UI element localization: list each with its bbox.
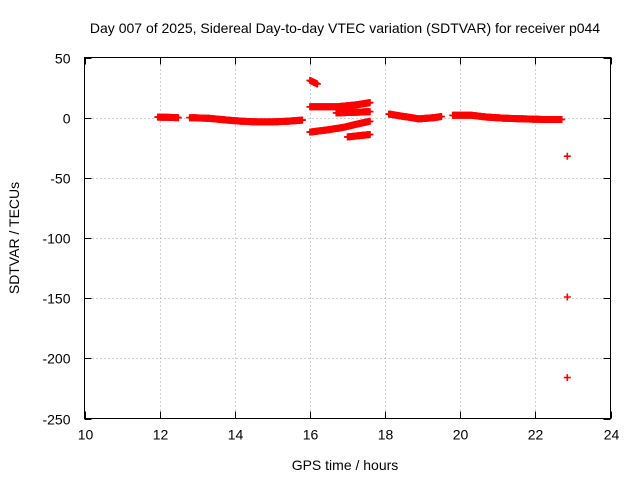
data-point (366, 131, 374, 138)
data-point (437, 113, 445, 120)
data-point (366, 99, 374, 107)
y-tick-label: -200 (42, 351, 70, 367)
y-tick-label: 0 (63, 111, 71, 127)
y-axis-label: SDTVAR / TECUs (6, 182, 22, 294)
x-axis-label: GPS time / hours (292, 457, 399, 473)
data-point (174, 114, 182, 122)
series-track-c (306, 76, 321, 88)
series-track-f (332, 108, 374, 117)
data-point (366, 108, 374, 116)
x-tick-label: 24 (604, 427, 620, 443)
x-tick-label: 14 (228, 427, 244, 443)
data-point (563, 152, 571, 160)
y-tick-label: -150 (42, 291, 70, 307)
series-track-a (154, 113, 182, 122)
x-tick-label: 20 (453, 427, 469, 443)
y-tick-label: -100 (42, 231, 70, 247)
axis-ticks (84, 57, 612, 420)
y-tick-label: -50 (50, 171, 70, 187)
data-point (563, 374, 571, 382)
x-tick-label: 18 (378, 427, 394, 443)
series-outliers (563, 152, 571, 382)
data-point (298, 116, 306, 124)
series-track-d (306, 99, 374, 111)
data-point (563, 293, 571, 301)
x-tick-label: 10 (78, 427, 94, 443)
x-tick-label: 16 (303, 427, 319, 443)
series-track-e (306, 117, 374, 136)
plot-frame (84, 57, 611, 419)
x-tick-labels: 10 12 14 16 18 20 22 24 (78, 427, 620, 443)
y-tick-label: -250 (42, 412, 70, 428)
y-tick-labels: 50 0 -50 -100 -150 -200 -250 (42, 51, 70, 428)
y-tick-label: 50 (55, 51, 71, 67)
data-point (558, 116, 566, 123)
x-tick-label: 12 (153, 427, 169, 443)
series-track-b (186, 114, 306, 126)
x-tick-label: 22 (528, 427, 544, 443)
data-point (313, 80, 321, 88)
series-track-h (385, 110, 445, 123)
series-track-i (449, 111, 566, 123)
chart-title: Day 007 of 2025, Sidereal Day-to-day VTE… (90, 20, 600, 36)
data-points (154, 76, 571, 382)
data-point (366, 117, 374, 125)
series-track-g (344, 131, 374, 141)
